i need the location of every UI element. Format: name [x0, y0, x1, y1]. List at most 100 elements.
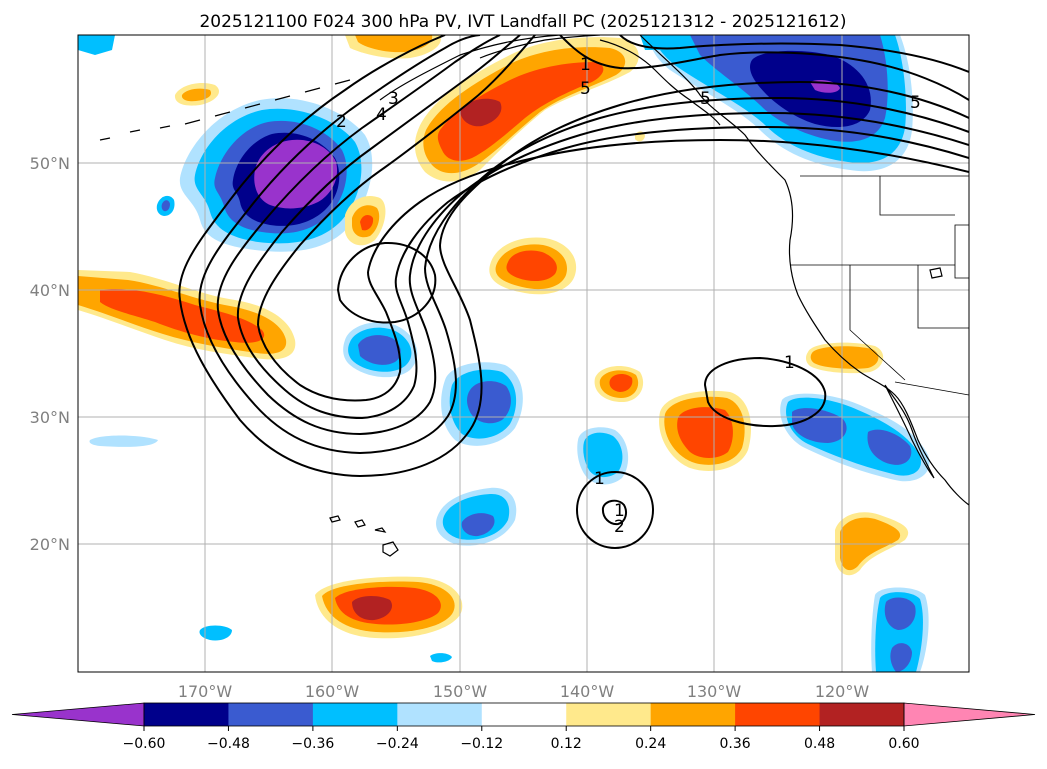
pv-contour-3: [409, 111, 969, 276]
lat-label: 50°N: [30, 154, 70, 173]
pv-contour-4: [237, 277, 418, 420]
lat-label: 20°N: [30, 535, 70, 554]
shade-positive: [352, 596, 393, 621]
pv-contour-3: [216, 35, 501, 311]
colorbar-segment: [481, 703, 567, 726]
colorbar-segment: [228, 703, 314, 726]
lat-axis-labels: 50°N 40°N 30°N 20°N: [30, 154, 70, 554]
contour-label: 2: [336, 112, 347, 132]
colorbar-segment: [144, 703, 229, 726]
shade-negative: [254, 139, 338, 209]
aleutian-islands: [99, 79, 351, 141]
pv-contour-1: [559, 35, 969, 101]
colorbar-segment: [566, 703, 652, 726]
hawaii-island: [329, 515, 341, 523]
shade-positive: [355, 35, 433, 53]
shade-positive: [810, 346, 879, 369]
gridlines: [78, 35, 969, 672]
shade-positive: [437, 62, 604, 161]
lon-label: 130°W: [687, 682, 742, 701]
shade-positive: [181, 88, 212, 102]
colorbar-tick-label: −0.24: [376, 736, 419, 752]
state-border: [954, 224, 969, 279]
pv-contour-5: [257, 271, 402, 402]
contour-label: 1: [614, 501, 625, 521]
colorbar-tick-label: 0.48: [804, 736, 835, 752]
hawaii-island: [374, 527, 387, 533]
map-frame: [77, 34, 970, 673]
shade-negative: [161, 200, 170, 212]
lat-label: 40°N: [30, 281, 70, 300]
map-content: 1 2 3 4 5 5 1 1 2 5 1: [78, 35, 969, 672]
pv-contour-5: [367, 138, 969, 273]
colorbar-tick-label: −0.48: [207, 736, 250, 752]
contour-label: 5: [580, 79, 591, 99]
baja-coast: [884, 384, 935, 479]
map-title: 2025121100 F024 300 hPa PV, IVT Landfall…: [199, 12, 846, 32]
shade-negative: [890, 643, 912, 672]
colorbar-tick-label: 0.12: [551, 736, 582, 752]
pv-contour-2: [424, 96, 969, 269]
contour-label: 1: [580, 55, 591, 75]
shade-positive: [360, 214, 374, 231]
shade-negative: [89, 435, 158, 447]
shade-negative: [750, 50, 871, 128]
pv-contour-5: [257, 35, 536, 326]
colorbar-labels: −0.60 −0.48 −0.36 −0.24 −0.12 0.12 0.24 0.36 0.4…: [123, 726, 920, 752]
lon-label: 120°W: [815, 682, 870, 701]
shade-positive: [677, 407, 733, 458]
contour-label: 1: [784, 353, 795, 373]
state-border: [879, 176, 955, 216]
colorbar-tick-label: −0.36: [291, 736, 334, 752]
colorbar-segment: [819, 703, 905, 726]
shade-negative: [461, 513, 495, 537]
pv-contours: [178, 35, 969, 549]
us-mexico-border: [894, 381, 969, 396]
colorbar-segment: [650, 703, 736, 726]
coastlines: [99, 35, 969, 557]
colorbar: [11, 702, 1036, 727]
colorbar-segment: [312, 703, 398, 726]
contour-labels: 1 2 3 4 5 5 1 1 2 5 1: [336, 55, 921, 537]
alaska-panhandle: [599, 39, 721, 126]
shade-positive: [506, 250, 557, 282]
pv-contour-3: [217, 274, 437, 436]
contour-label: 4: [376, 105, 387, 125]
lon-label: 170°W: [178, 682, 233, 701]
colorbar-segment: [397, 703, 483, 726]
alaska-coast: [479, 35, 601, 59]
lon-axis-labels: 170°W 160°W 150°W 140°W 130°W 120°W: [178, 682, 870, 701]
pv-contour-1-closed: [703, 356, 827, 428]
pv-contour-5: [336, 241, 437, 324]
colorbar-tick-label: 0.24: [635, 736, 666, 752]
pv-contour-1-closed: [576, 471, 654, 549]
contour-label: 5: [700, 89, 711, 109]
contour-label: 5: [910, 93, 921, 113]
shade-positive: [609, 374, 633, 392]
colorbar-tick-label: −0.60: [123, 736, 166, 752]
state-border: [849, 265, 906, 381]
shade-positive: [460, 98, 502, 127]
colorbar-tick-label: −0.12: [460, 736, 503, 752]
pv-contour-2: [199, 267, 457, 455]
pv-contour-1: [619, 35, 969, 73]
state-border: [917, 265, 969, 329]
shade-negative: [583, 432, 623, 478]
lon-label: 140°W: [560, 682, 615, 701]
shade-negative: [867, 429, 912, 465]
pv-contour-4: [236, 35, 521, 319]
shade-negative: [358, 335, 401, 365]
colorbar-segment: [735, 703, 821, 726]
small-island: [929, 267, 943, 279]
hawaii-island: [382, 541, 399, 557]
shade-negative: [78, 35, 115, 55]
colorbar-extend-low: [11, 702, 145, 727]
lon-label: 150°W: [433, 682, 488, 701]
contour-label: 2: [614, 517, 625, 537]
shade-negative: [199, 625, 232, 641]
west-coast: [639, 35, 969, 506]
hawaii-island: [354, 519, 366, 528]
lon-label: 160°W: [305, 682, 360, 701]
